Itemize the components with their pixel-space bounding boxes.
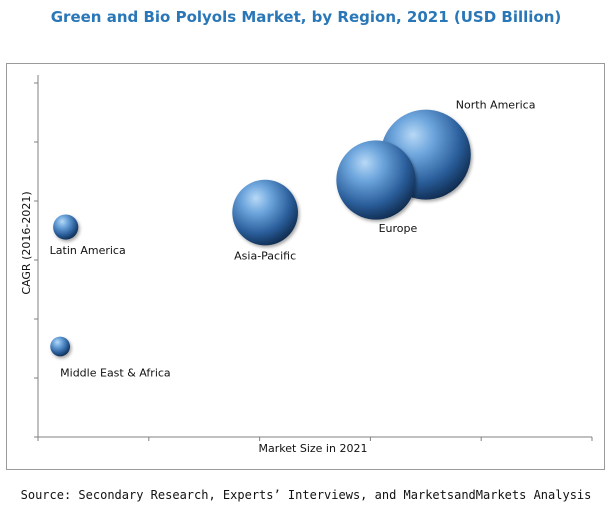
bubble-label-north-america: North America: [456, 99, 536, 112]
bubble-label-middle-east-and-africa: Middle East & Africa: [60, 367, 171, 380]
y-axis-ticks: [34, 82, 38, 438]
bubble-europe: [336, 140, 416, 220]
x-axis-label: Market Size in 2021: [259, 442, 368, 455]
bubble-asia-pacific: [232, 179, 298, 246]
bubble-latin-america: [53, 214, 79, 240]
bubble-label-europe: Europe: [379, 222, 418, 235]
bubble-label-asia-pacific: Asia-Pacific: [234, 250, 296, 263]
bubbles-group: [50, 109, 471, 357]
chart-title: Green and Bio Polyols Market, by Region,…: [50, 8, 562, 26]
x-axis-ticks: [37, 437, 593, 441]
bubble-middle-east-and-africa: [50, 336, 71, 357]
bubble-labels-group: North America Europe Asia-Pacific Latin Ame…: [50, 99, 536, 380]
chart-frame: [6, 63, 605, 470]
bubble-label-latin-america: Latin America: [50, 244, 126, 257]
y-axis-label: CAGR (2016-2021): [20, 191, 33, 294]
source-note: Source: Secondary Research, Experts’ Int…: [20, 488, 592, 502]
